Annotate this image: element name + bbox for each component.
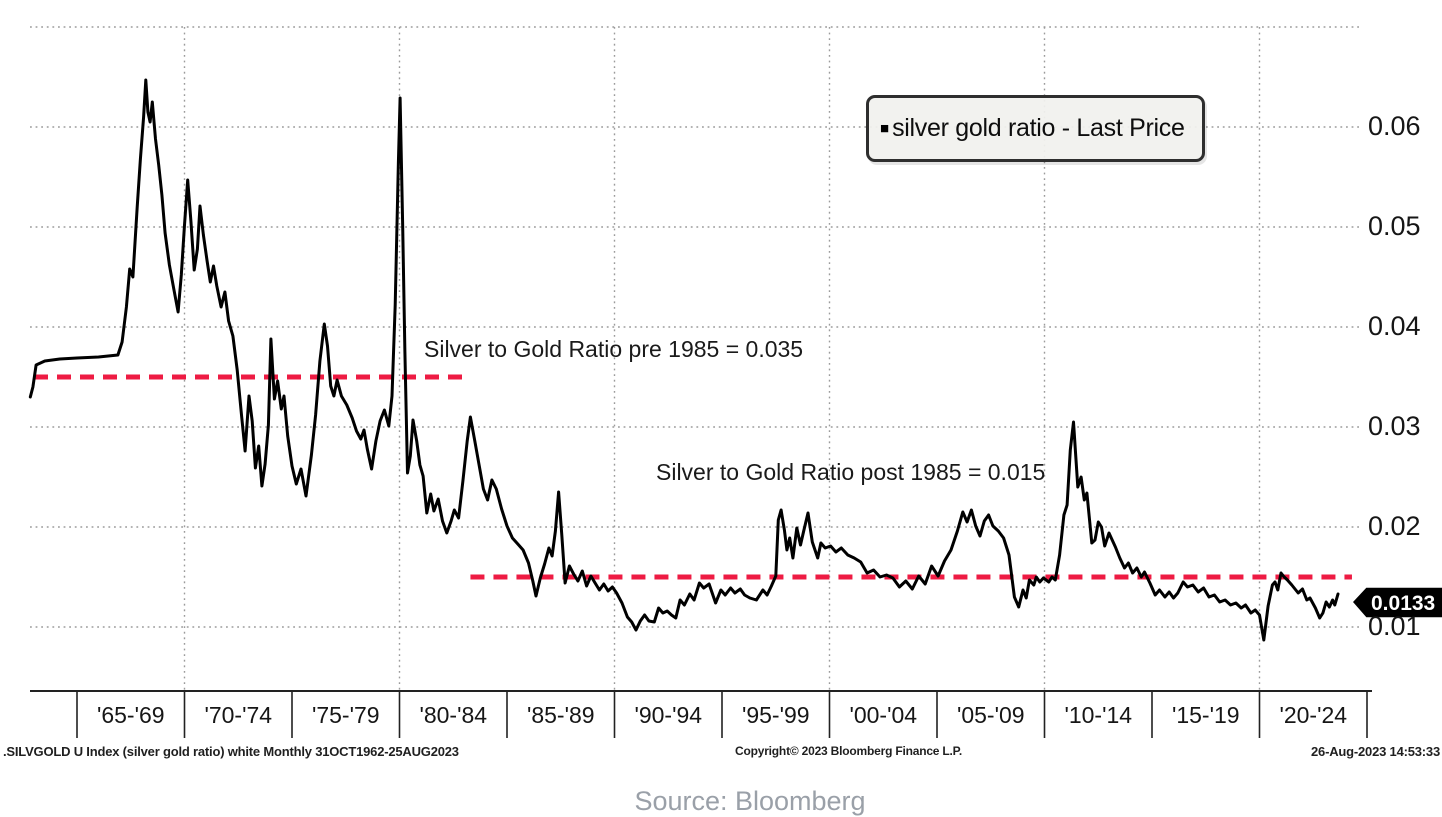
last-price-badge: 0.0133 [1350, 586, 1442, 619]
x-axis-label: '20-'24 [1279, 702, 1348, 728]
x-axis-label: '85-'89 [526, 702, 595, 728]
footer-ticker-info: .SILVGOLD U Index (silver gold ratio) wh… [3, 744, 459, 759]
legend-series-marker-icon: ■ [880, 120, 890, 137]
x-axis-label: '90-'94 [634, 702, 703, 728]
y-axis-label: 0.03 [1368, 410, 1421, 441]
last-price-badge-shape [1350, 586, 1442, 619]
legend[interactable]: ■ silver gold ratio - Last Price [866, 95, 1205, 162]
x-axis-label: '70-'74 [204, 702, 273, 728]
x-axis-label: '95-'99 [741, 702, 810, 728]
x-axis-label: '10-'14 [1064, 702, 1133, 728]
x-axis-label: '75-'79 [311, 702, 380, 728]
y-axis-label: 0.02 [1368, 510, 1421, 541]
footer-copyright: Copyright© 2023 Bloomberg Finance L.P. [735, 744, 963, 758]
x-axis [30, 690, 1372, 738]
y-axis-label: 0.01 [1368, 610, 1421, 641]
x-axis-label: '05-'09 [956, 702, 1025, 728]
source-caption: Source: Bloomberg [634, 786, 866, 816]
x-axis-label: '15-'19 [1171, 702, 1240, 728]
x-axis-label: '65-'69 [96, 702, 165, 728]
x-axis-label: '00-'04 [849, 702, 918, 728]
x-axis-label: '80-'84 [419, 702, 488, 728]
y-axis-label: 0.05 [1368, 210, 1421, 241]
y-axis-label: 0.06 [1368, 110, 1421, 141]
annotation-post-1985: Silver to Gold Ratio post 1985 = 0.015 [656, 459, 1046, 485]
y-axis-label: 0.04 [1368, 310, 1421, 341]
price-line [28, 78, 1340, 642]
gridlines [30, 26, 1360, 691]
annotation-pre-1985: Silver to Gold Ratio pre 1985 = 0.035 [424, 336, 804, 362]
last-price-badge-label: 0.0133 [1371, 592, 1435, 615]
footer-timestamp: 26-Aug-2023 14:53:33 [1311, 744, 1440, 759]
legend-series-label: silver gold ratio - Last Price [892, 114, 1185, 142]
